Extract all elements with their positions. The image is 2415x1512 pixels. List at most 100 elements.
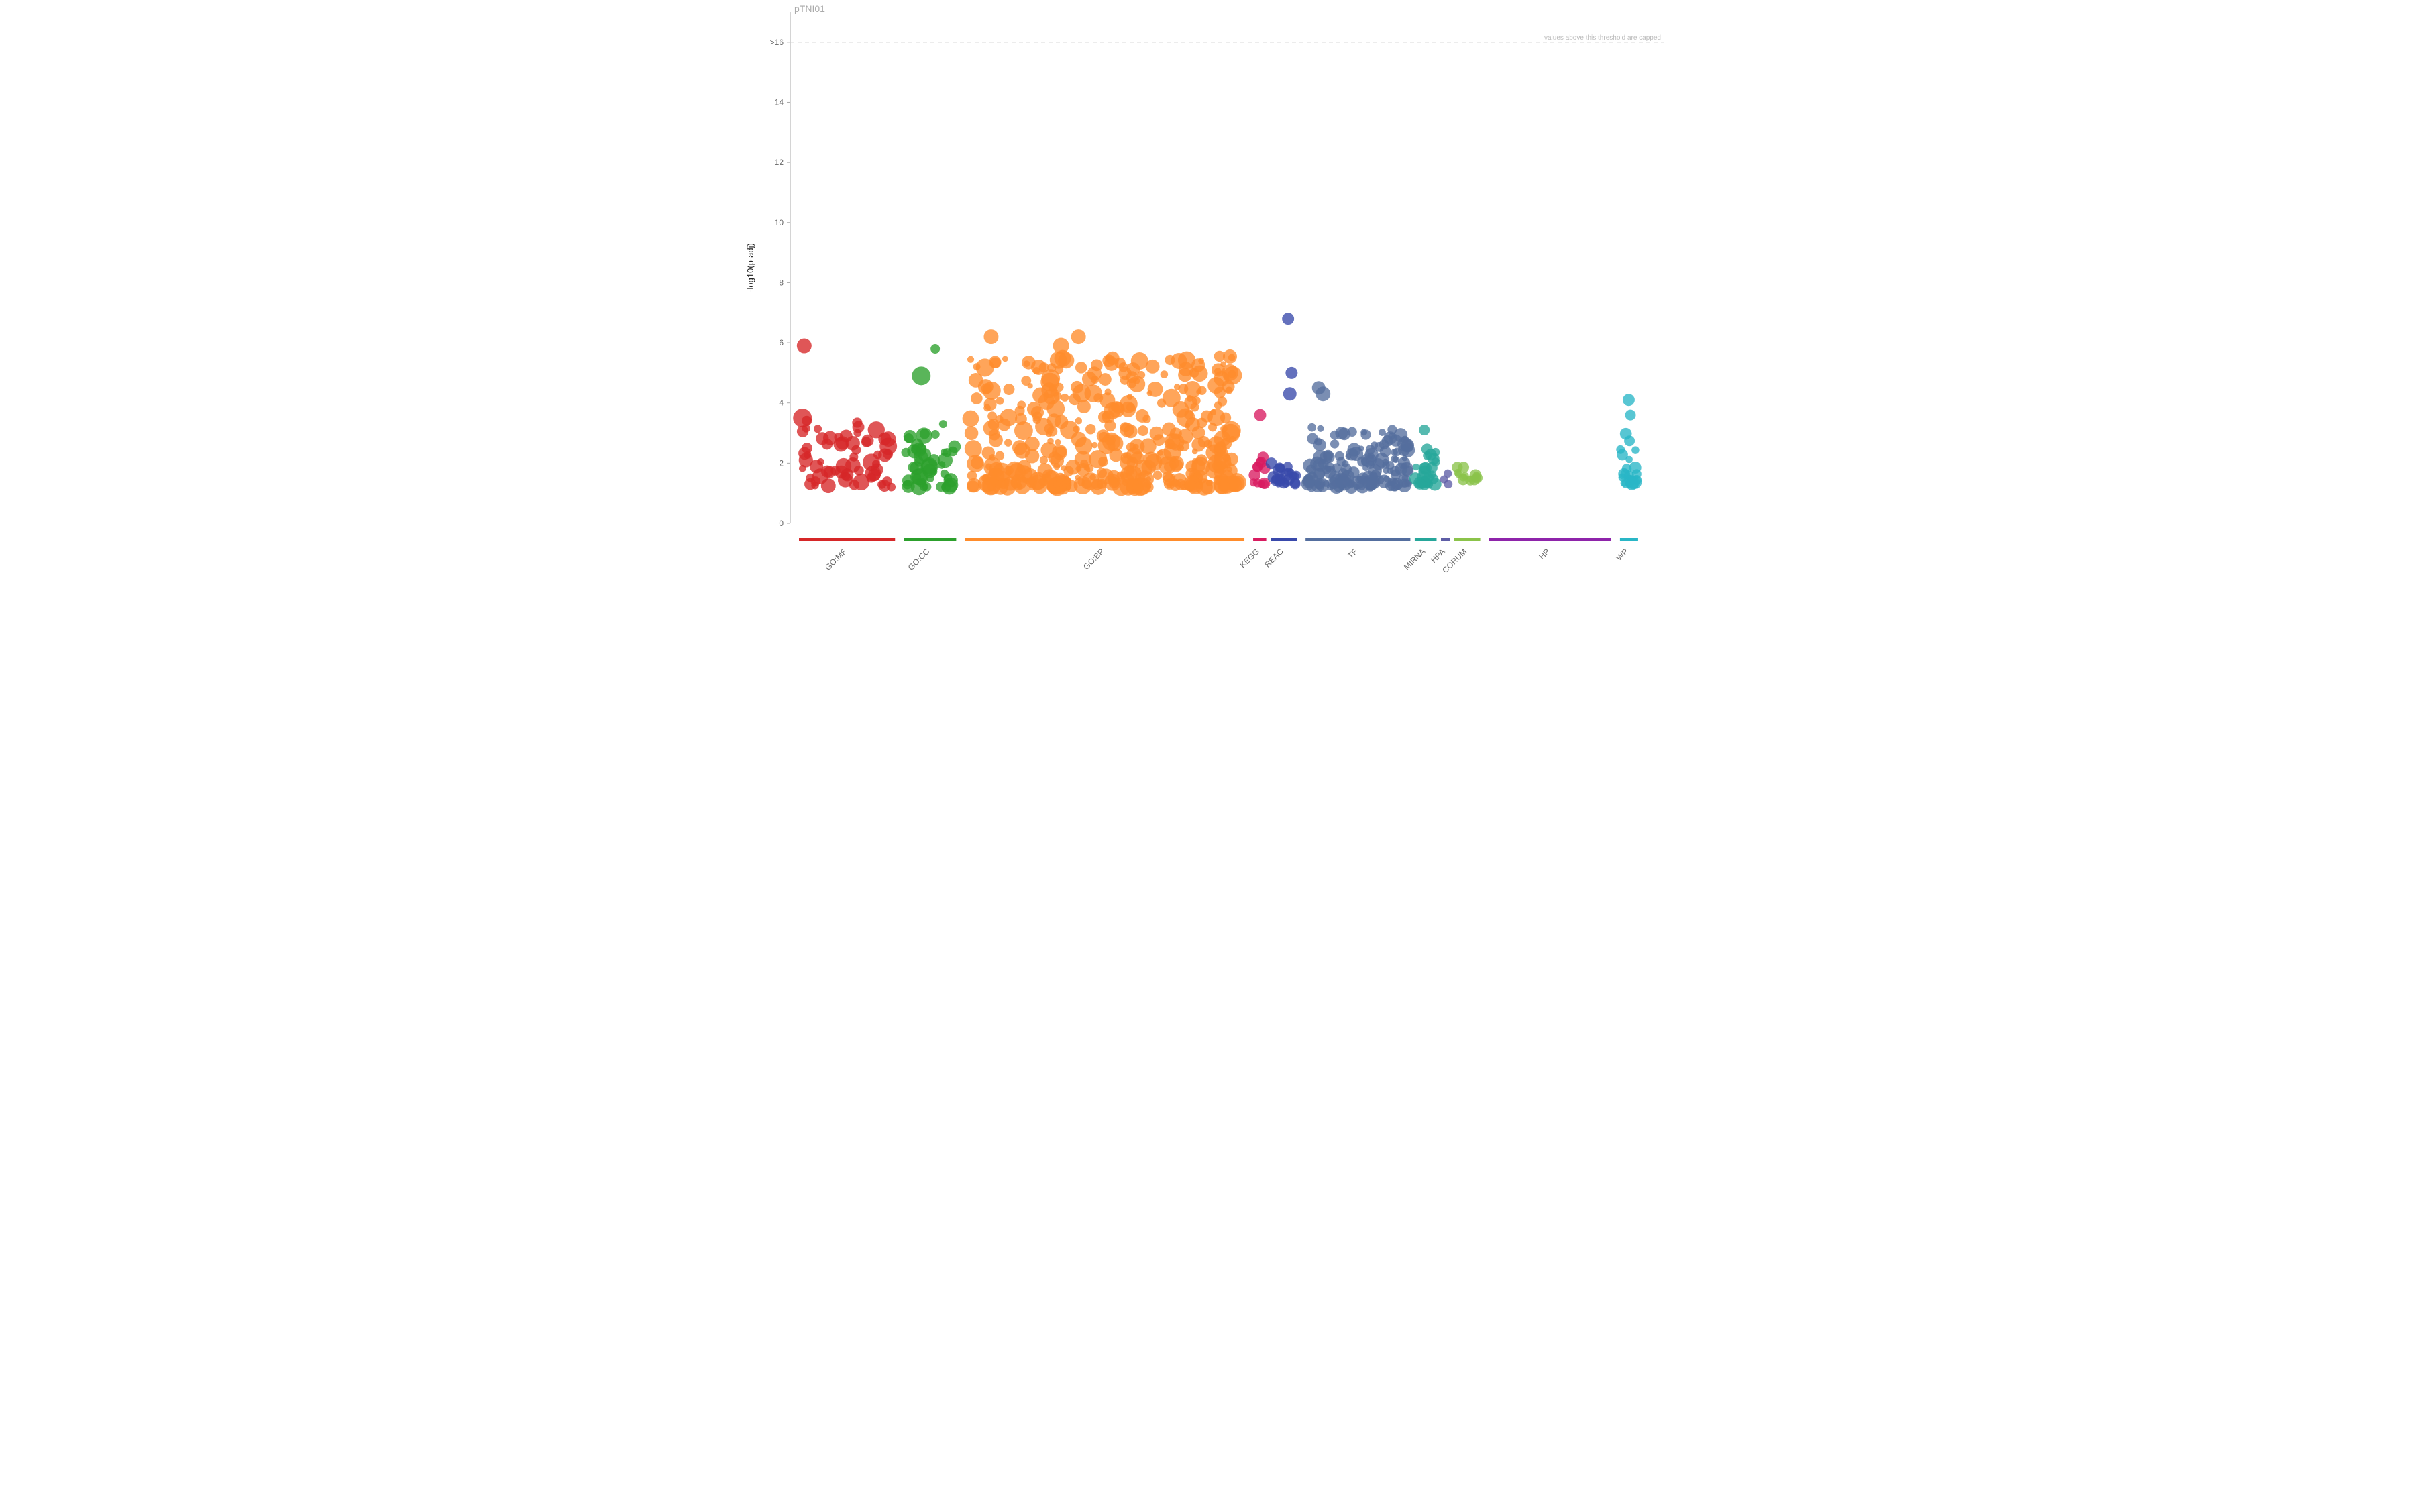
- data-point[interactable]: [1307, 433, 1318, 445]
- data-point[interactable]: [901, 448, 910, 457]
- data-point[interactable]: [1347, 443, 1360, 456]
- data-point[interactable]: [1228, 473, 1246, 492]
- data-point[interactable]: [1364, 448, 1378, 462]
- data-point[interactable]: [1061, 394, 1069, 402]
- data-point[interactable]: [1126, 403, 1135, 412]
- data-point[interactable]: [1220, 438, 1232, 449]
- data-point[interactable]: [853, 421, 865, 433]
- data-point[interactable]: [1099, 373, 1112, 386]
- data-point[interactable]: [949, 441, 961, 453]
- data-point[interactable]: [904, 430, 917, 443]
- data-point[interactable]: [1191, 457, 1210, 476]
- data-point[interactable]: [1135, 460, 1152, 477]
- data-point[interactable]: [1140, 438, 1157, 454]
- data-point[interactable]: [1108, 401, 1124, 417]
- data-point[interactable]: [1214, 386, 1226, 398]
- data-point[interactable]: [1099, 432, 1109, 442]
- data-point[interactable]: [1050, 453, 1064, 468]
- data-point[interactable]: [1250, 478, 1258, 486]
- data-point[interactable]: [963, 411, 979, 427]
- data-point[interactable]: [1039, 362, 1049, 372]
- data-point[interactable]: [872, 460, 880, 468]
- data-point[interactable]: [967, 455, 984, 472]
- data-point[interactable]: [799, 465, 806, 472]
- data-point[interactable]: [1170, 427, 1182, 439]
- data-point[interactable]: [861, 435, 873, 447]
- data-point[interactable]: [1184, 381, 1201, 398]
- data-point[interactable]: [1339, 484, 1345, 490]
- data-point[interactable]: [1184, 475, 1199, 490]
- data-point[interactable]: [882, 476, 892, 486]
- data-point[interactable]: [984, 398, 997, 411]
- data-point[interactable]: [903, 480, 912, 490]
- data-point[interactable]: [1075, 417, 1083, 425]
- data-point[interactable]: [1014, 421, 1033, 440]
- data-point[interactable]: [1416, 479, 1426, 488]
- data-point[interactable]: [1126, 371, 1138, 383]
- data-point[interactable]: [1218, 396, 1227, 406]
- data-point[interactable]: [1091, 442, 1097, 448]
- data-point[interactable]: [814, 425, 822, 433]
- data-point[interactable]: [810, 476, 820, 486]
- data-point[interactable]: [1048, 478, 1067, 496]
- data-point[interactable]: [944, 474, 953, 483]
- data-point[interactable]: [1621, 479, 1631, 488]
- data-point[interactable]: [920, 429, 930, 439]
- data-point[interactable]: [1053, 392, 1061, 400]
- data-point[interactable]: [1220, 413, 1231, 423]
- data-point[interactable]: [1421, 443, 1433, 455]
- data-point[interactable]: [1004, 439, 1012, 447]
- data-point[interactable]: [1307, 423, 1316, 432]
- data-point[interactable]: [1002, 356, 1008, 362]
- data-point[interactable]: [1171, 479, 1179, 487]
- data-point[interactable]: [851, 445, 861, 455]
- data-point[interactable]: [936, 482, 946, 492]
- data-point[interactable]: [965, 440, 982, 457]
- data-point[interactable]: [1161, 370, 1169, 378]
- data-point[interactable]: [1061, 465, 1067, 471]
- data-point[interactable]: [1402, 455, 1407, 461]
- data-point[interactable]: [931, 430, 940, 439]
- data-point[interactable]: [1085, 424, 1095, 434]
- data-point[interactable]: [1285, 367, 1297, 379]
- data-point[interactable]: [821, 478, 836, 493]
- data-point[interactable]: [1254, 409, 1266, 421]
- data-point[interactable]: [1413, 464, 1419, 470]
- data-point[interactable]: [823, 431, 837, 445]
- data-point[interactable]: [1419, 425, 1430, 435]
- data-point[interactable]: [922, 464, 936, 478]
- data-point[interactable]: [1383, 476, 1389, 482]
- data-point[interactable]: [1136, 409, 1149, 423]
- data-point[interactable]: [1282, 480, 1290, 488]
- data-point[interactable]: [1124, 425, 1138, 439]
- data-point[interactable]: [1283, 462, 1293, 472]
- data-point[interactable]: [1026, 477, 1036, 488]
- data-point[interactable]: [1075, 362, 1087, 374]
- data-point[interactable]: [1157, 398, 1166, 407]
- data-point[interactable]: [1060, 421, 1079, 439]
- data-point[interactable]: [868, 468, 881, 481]
- data-point[interactable]: [978, 474, 996, 492]
- data-point[interactable]: [939, 420, 947, 428]
- data-point[interactable]: [1389, 435, 1401, 447]
- data-point[interactable]: [1228, 354, 1236, 362]
- data-point[interactable]: [1014, 443, 1030, 459]
- data-point[interactable]: [1055, 439, 1061, 445]
- data-point[interactable]: [1198, 358, 1204, 364]
- data-point[interactable]: [802, 443, 812, 453]
- data-point[interactable]: [1401, 480, 1408, 487]
- data-point[interactable]: [1038, 393, 1055, 409]
- data-point[interactable]: [1021, 376, 1031, 386]
- data-point[interactable]: [1327, 483, 1334, 490]
- data-point[interactable]: [1401, 439, 1414, 452]
- data-point[interactable]: [1355, 476, 1362, 484]
- data-point[interactable]: [1171, 456, 1176, 462]
- data-point[interactable]: [983, 421, 999, 436]
- data-point[interactable]: [1347, 427, 1356, 437]
- data-point[interactable]: [1282, 313, 1294, 325]
- data-point[interactable]: [1383, 459, 1389, 465]
- data-point[interactable]: [849, 480, 859, 490]
- data-point[interactable]: [1444, 470, 1452, 478]
- data-point[interactable]: [1201, 411, 1213, 423]
- data-point[interactable]: [1328, 471, 1341, 484]
